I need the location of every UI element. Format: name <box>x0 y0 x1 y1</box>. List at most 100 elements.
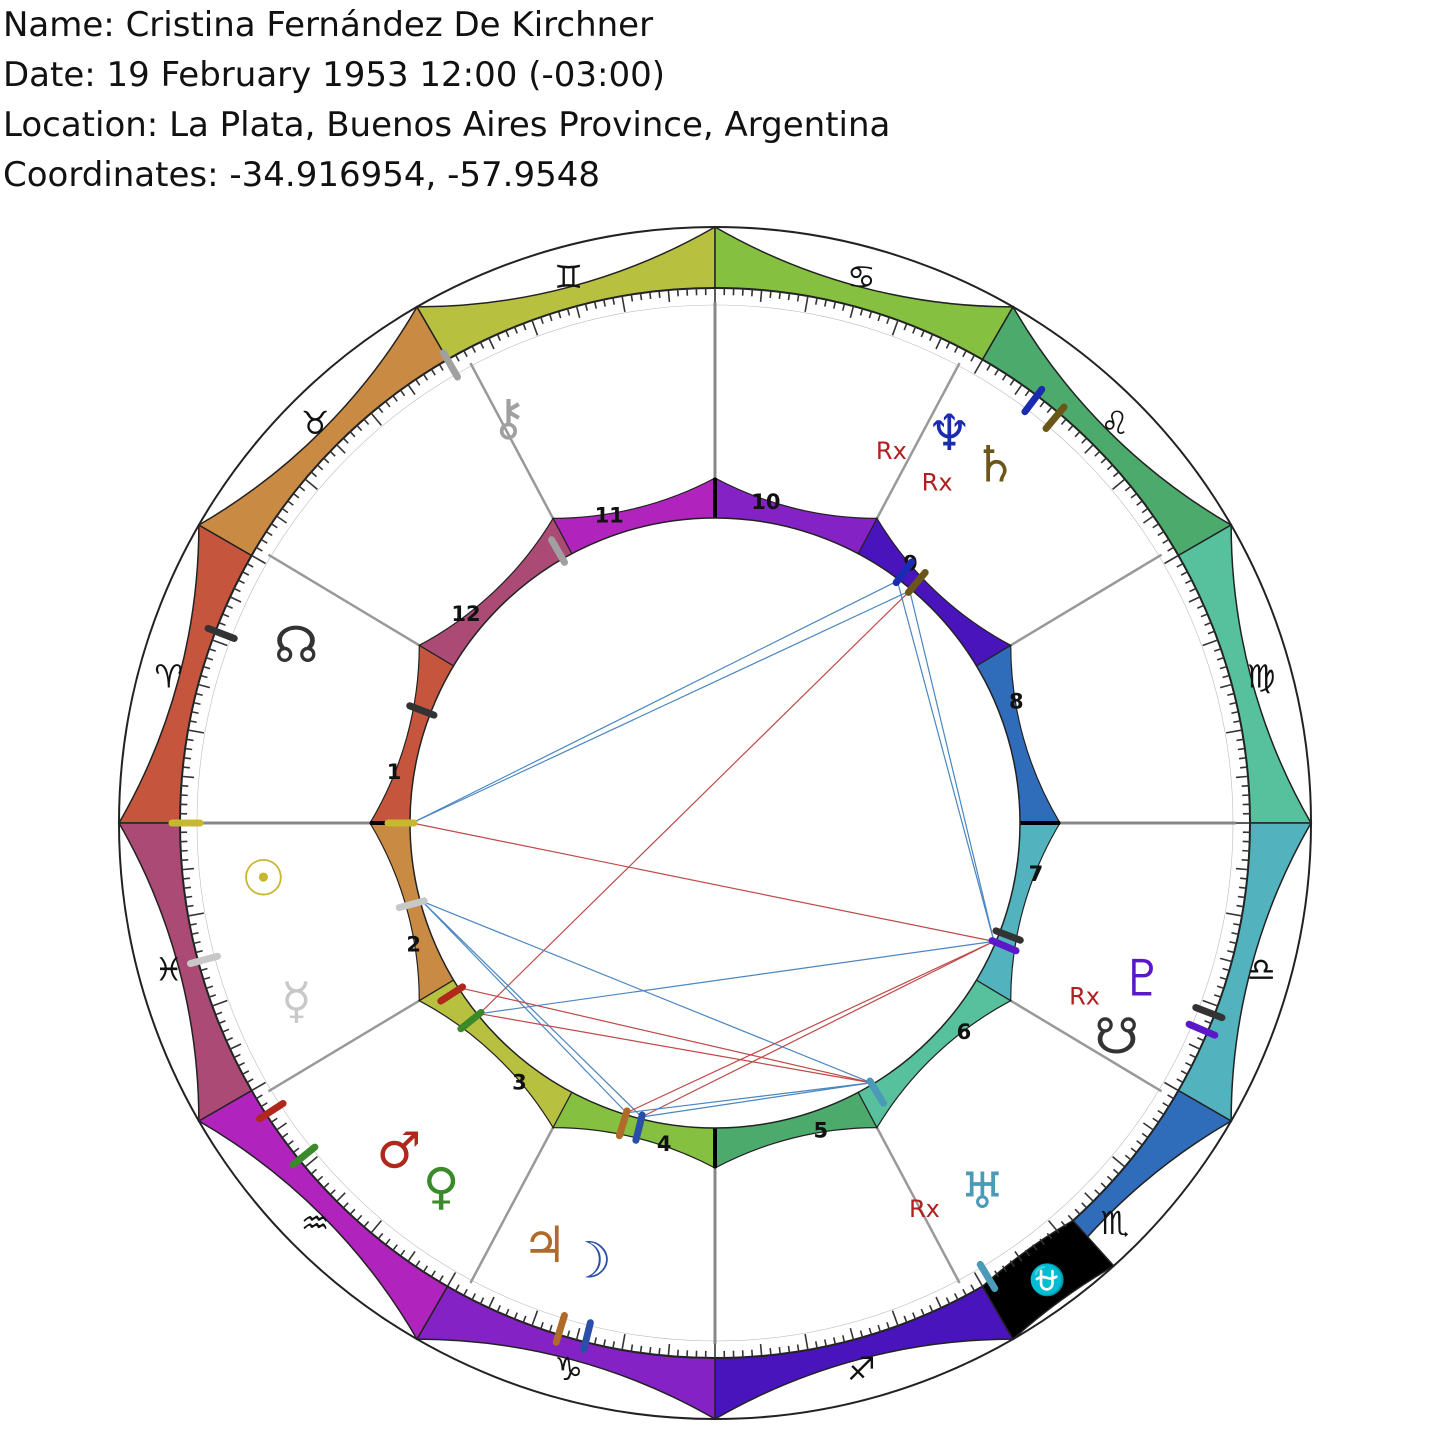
degree-tick <box>912 1312 917 1320</box>
degree-tick <box>298 485 306 492</box>
degree-tick <box>218 621 226 626</box>
degree-tick <box>649 1346 652 1355</box>
degree-tick <box>463 1288 468 1296</box>
degree-tick <box>1001 373 1008 381</box>
degree-tick <box>203 976 211 981</box>
house-number: 11 <box>595 504 624 528</box>
degree-tick <box>612 297 616 305</box>
degree-tick <box>920 330 925 338</box>
saturn-inner-marker <box>904 569 929 596</box>
degree-tick <box>1112 1155 1126 1168</box>
degree-tick <box>505 1308 510 1316</box>
neptune-inner-marker <box>892 558 916 587</box>
north-node-icon: ☊ <box>274 616 318 674</box>
house-cusp-line <box>1010 553 1163 647</box>
degree-tick <box>970 354 976 362</box>
house-cusp-line <box>469 1127 555 1284</box>
degree-tick <box>1180 571 1188 576</box>
degree-tick <box>242 571 250 576</box>
degree-tick <box>446 1272 457 1287</box>
chiron-outer-marker <box>440 349 461 381</box>
degree-tick <box>1081 1202 1088 1209</box>
degree-tick <box>1124 485 1132 492</box>
degree-tick <box>505 330 510 338</box>
degree-tick <box>540 1321 544 1330</box>
venus-inner-marker <box>457 1008 485 1033</box>
degree-tick <box>1167 1094 1174 1100</box>
degree-tick <box>198 683 211 689</box>
degree-tick <box>1067 1214 1074 1222</box>
degree-tick <box>454 354 460 362</box>
degree-tick <box>186 904 194 908</box>
degree-tick <box>1141 507 1149 514</box>
degree-tick <box>986 364 992 371</box>
degree-tick <box>189 720 197 724</box>
degree-tick <box>575 306 581 319</box>
ophiuchus-icon: ⛎ <box>1029 1262 1066 1298</box>
degree-tick <box>496 333 501 341</box>
degree-tick <box>1081 437 1088 444</box>
cancer-icon: ♋ <box>847 258 876 296</box>
degree-tick <box>1024 389 1031 397</box>
neptune-icon: ♆ <box>927 404 972 462</box>
degree-tick <box>1188 596 1201 603</box>
degree-tick <box>1189 587 1197 593</box>
degree-tick <box>953 1293 959 1301</box>
aspect-line-jupiter-uranus <box>626 1082 872 1114</box>
degree-tick <box>1001 1265 1008 1273</box>
degree-tick <box>602 299 607 307</box>
degree-tick <box>962 350 967 358</box>
degree-tick <box>1141 1132 1149 1139</box>
mars-icon: ♂ <box>377 1121 422 1179</box>
degree-tick <box>1084 1192 1094 1202</box>
degree-tick <box>841 303 846 311</box>
degree-tick <box>667 289 671 303</box>
degree-tick <box>1213 648 1222 652</box>
degree-tick <box>200 674 208 679</box>
degree-tick <box>778 291 781 300</box>
degree-tick <box>310 1168 318 1175</box>
degree-tick <box>1197 604 1205 609</box>
degree-tick <box>1213 994 1222 998</box>
moon-inner-marker <box>632 1111 646 1144</box>
degree-tick <box>422 1265 429 1273</box>
degree-tick <box>229 596 242 603</box>
degree-tick <box>630 1344 634 1352</box>
mercury-outer-marker <box>187 952 222 968</box>
degree-tick <box>370 1220 383 1234</box>
scorpio-icon: ♏ <box>1101 1204 1130 1242</box>
aspect-field <box>409 517 1021 1129</box>
degree-tick <box>276 515 288 524</box>
degree-tick <box>329 450 336 457</box>
uranus-icon: ♅ <box>960 1162 1005 1220</box>
aspect-line-sun-saturn <box>411 590 911 824</box>
degree-tick <box>994 1270 1000 1278</box>
degree-tick <box>1240 877 1248 880</box>
degree-tick <box>929 1305 934 1313</box>
sagittarius-icon: ♐ <box>847 1350 876 1388</box>
mercury-placement: ☿ <box>281 972 312 1030</box>
degree-tick <box>281 1132 289 1139</box>
aspect-line-jupiter-pluto <box>626 940 995 1114</box>
south-node-icon: ☋ <box>1095 1008 1139 1066</box>
uranus-placement: ♅ Rx <box>909 1162 1005 1223</box>
degree-tick <box>208 994 217 998</box>
south-node-inner-marker <box>992 927 1024 944</box>
degree-tick <box>1229 940 1237 945</box>
ophiuchus-segment: ⛎ <box>981 1219 1115 1341</box>
house-number: 2 <box>406 933 421 957</box>
chiron-placement: ⚷ <box>490 389 527 447</box>
degree-tick <box>1200 613 1208 618</box>
degree-tick <box>804 1333 809 1351</box>
pluto-icon: ♇ <box>1120 950 1165 1008</box>
degree-tick <box>658 1348 661 1356</box>
degree-tick <box>1032 1244 1038 1251</box>
degree-tick <box>310 471 318 478</box>
degree-tick <box>1222 674 1230 679</box>
house-cusp-line <box>267 999 420 1093</box>
degree-tick <box>246 562 254 568</box>
degree-tick <box>1112 1168 1120 1175</box>
degree-tick <box>479 341 485 349</box>
degree-tick <box>399 1249 406 1257</box>
degree-tick <box>531 1310 539 1327</box>
